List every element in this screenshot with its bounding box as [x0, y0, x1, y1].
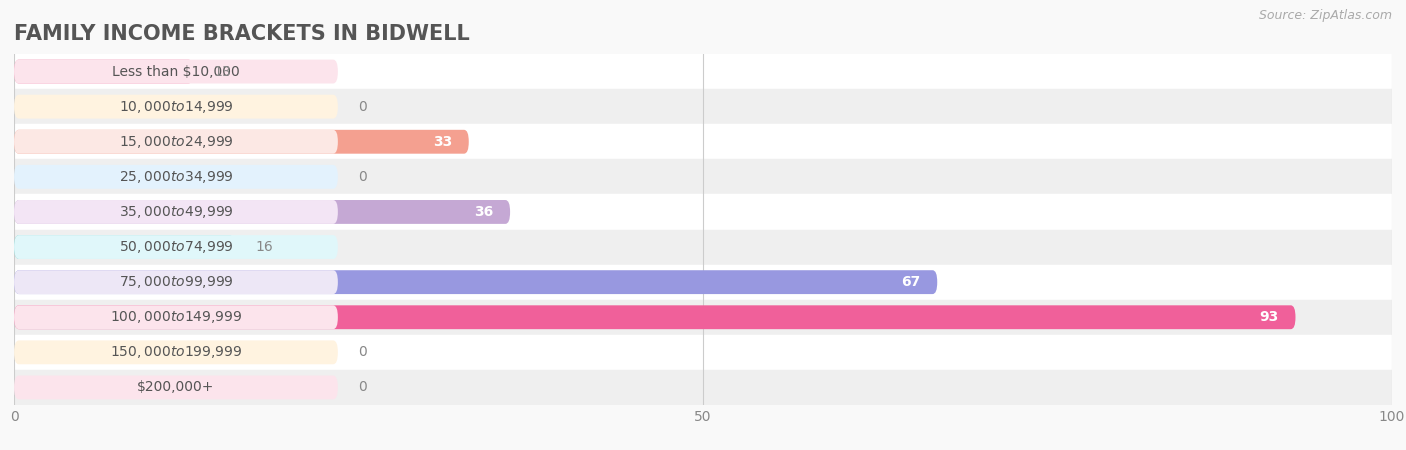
Text: 0: 0: [359, 345, 367, 360]
FancyBboxPatch shape: [14, 305, 337, 329]
Text: $150,000 to $199,999: $150,000 to $199,999: [110, 344, 242, 360]
Bar: [14, 300, 1392, 335]
FancyBboxPatch shape: [14, 200, 510, 224]
Text: Source: ZipAtlas.com: Source: ZipAtlas.com: [1258, 9, 1392, 22]
FancyBboxPatch shape: [14, 235, 337, 259]
Bar: [14, 335, 1392, 370]
Text: $25,000 to $34,999: $25,000 to $34,999: [118, 169, 233, 185]
Text: $100,000 to $149,999: $100,000 to $149,999: [110, 309, 242, 325]
Text: Less than $10,000: Less than $10,000: [112, 64, 240, 79]
Bar: [14, 230, 1392, 265]
Bar: [14, 159, 1392, 194]
FancyBboxPatch shape: [14, 340, 337, 364]
Text: 93: 93: [1260, 310, 1279, 324]
Text: 13: 13: [214, 64, 232, 79]
Text: FAMILY INCOME BRACKETS IN BIDWELL: FAMILY INCOME BRACKETS IN BIDWELL: [14, 24, 470, 44]
Text: 36: 36: [474, 205, 494, 219]
Text: 67: 67: [901, 275, 921, 289]
FancyBboxPatch shape: [14, 270, 337, 294]
Bar: [14, 124, 1392, 159]
Bar: [14, 370, 1392, 405]
FancyBboxPatch shape: [14, 235, 235, 259]
Bar: [14, 194, 1392, 230]
Text: $15,000 to $24,999: $15,000 to $24,999: [118, 134, 233, 150]
Text: 0: 0: [359, 380, 367, 395]
Bar: [14, 54, 1392, 89]
FancyBboxPatch shape: [14, 59, 193, 84]
FancyBboxPatch shape: [14, 270, 938, 294]
Text: 33: 33: [433, 135, 453, 149]
Text: 0: 0: [359, 170, 367, 184]
Text: $35,000 to $49,999: $35,000 to $49,999: [118, 204, 233, 220]
FancyBboxPatch shape: [14, 59, 337, 84]
Text: $50,000 to $74,999: $50,000 to $74,999: [118, 239, 233, 255]
FancyBboxPatch shape: [14, 200, 337, 224]
Text: $75,000 to $99,999: $75,000 to $99,999: [118, 274, 233, 290]
FancyBboxPatch shape: [14, 94, 337, 119]
FancyBboxPatch shape: [14, 375, 337, 400]
FancyBboxPatch shape: [14, 165, 337, 189]
FancyBboxPatch shape: [14, 305, 1295, 329]
Text: $10,000 to $14,999: $10,000 to $14,999: [118, 99, 233, 115]
Text: 0: 0: [359, 99, 367, 114]
Bar: [14, 89, 1392, 124]
Text: 16: 16: [256, 240, 273, 254]
FancyBboxPatch shape: [14, 130, 337, 154]
Bar: [14, 265, 1392, 300]
FancyBboxPatch shape: [14, 130, 468, 154]
Text: $200,000+: $200,000+: [138, 380, 215, 395]
